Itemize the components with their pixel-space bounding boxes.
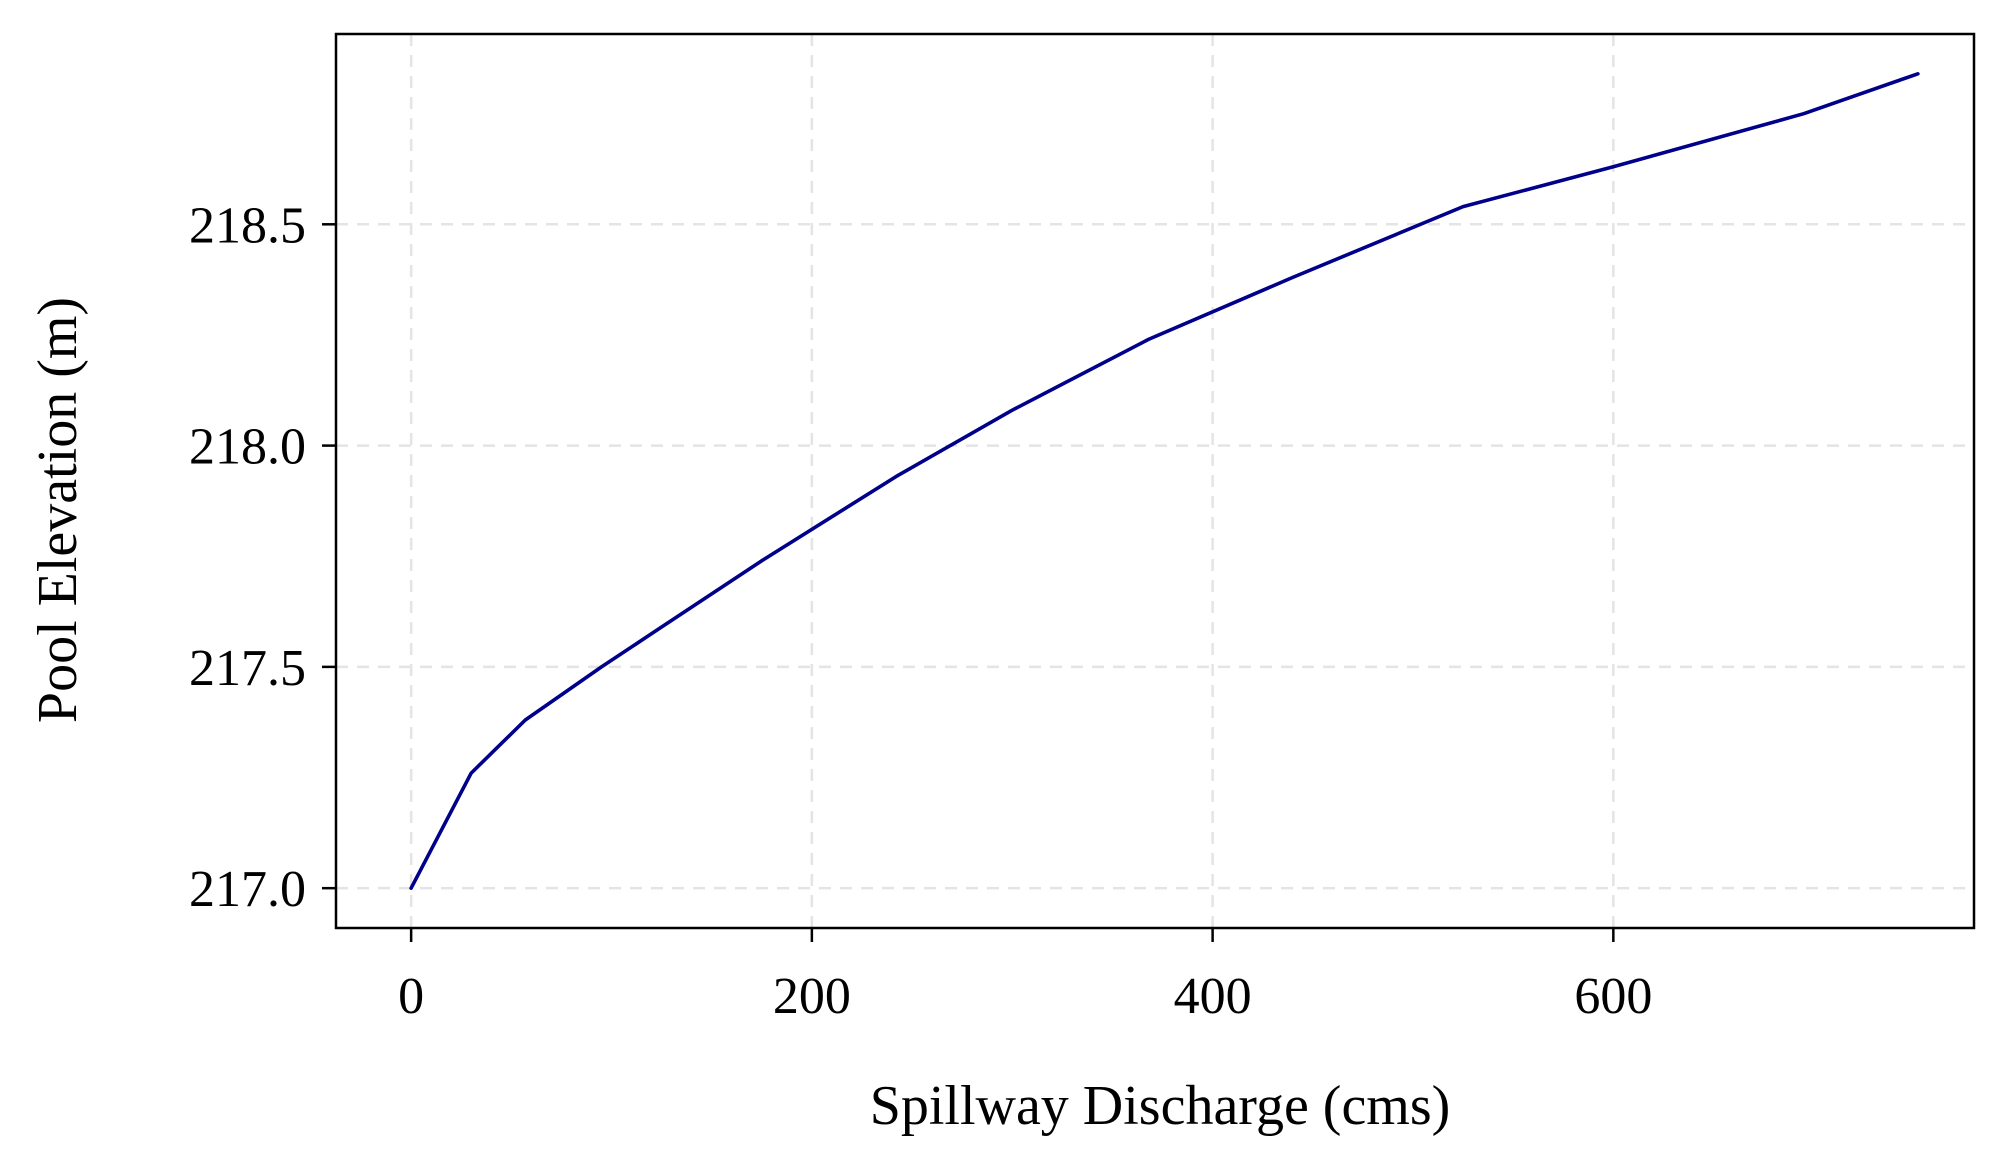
y-tick-label: 217.0	[189, 861, 306, 918]
y-tick-label: 218.5	[189, 197, 306, 254]
y-axis: 217.0 217.5 218.0 218.5	[189, 197, 336, 918]
grid	[336, 34, 1974, 928]
x-axis: 0 200 400 600	[398, 928, 1652, 1025]
y-axis-label: Pool Elevation (m)	[27, 297, 89, 723]
x-tick-label: 400	[1174, 968, 1252, 1025]
x-tick-label: 0	[398, 968, 424, 1025]
x-tick-label: 600	[1574, 968, 1652, 1025]
series-line	[409, 72, 1920, 891]
y-tick-label: 218.0	[189, 419, 306, 476]
plot-frame	[334, 32, 1976, 930]
y-tick-label: 217.5	[189, 640, 306, 697]
series-layer	[409, 72, 1920, 891]
x-axis-label: Spillway Discharge (cms)	[870, 1075, 1451, 1137]
x-tick-label: 200	[773, 968, 851, 1025]
